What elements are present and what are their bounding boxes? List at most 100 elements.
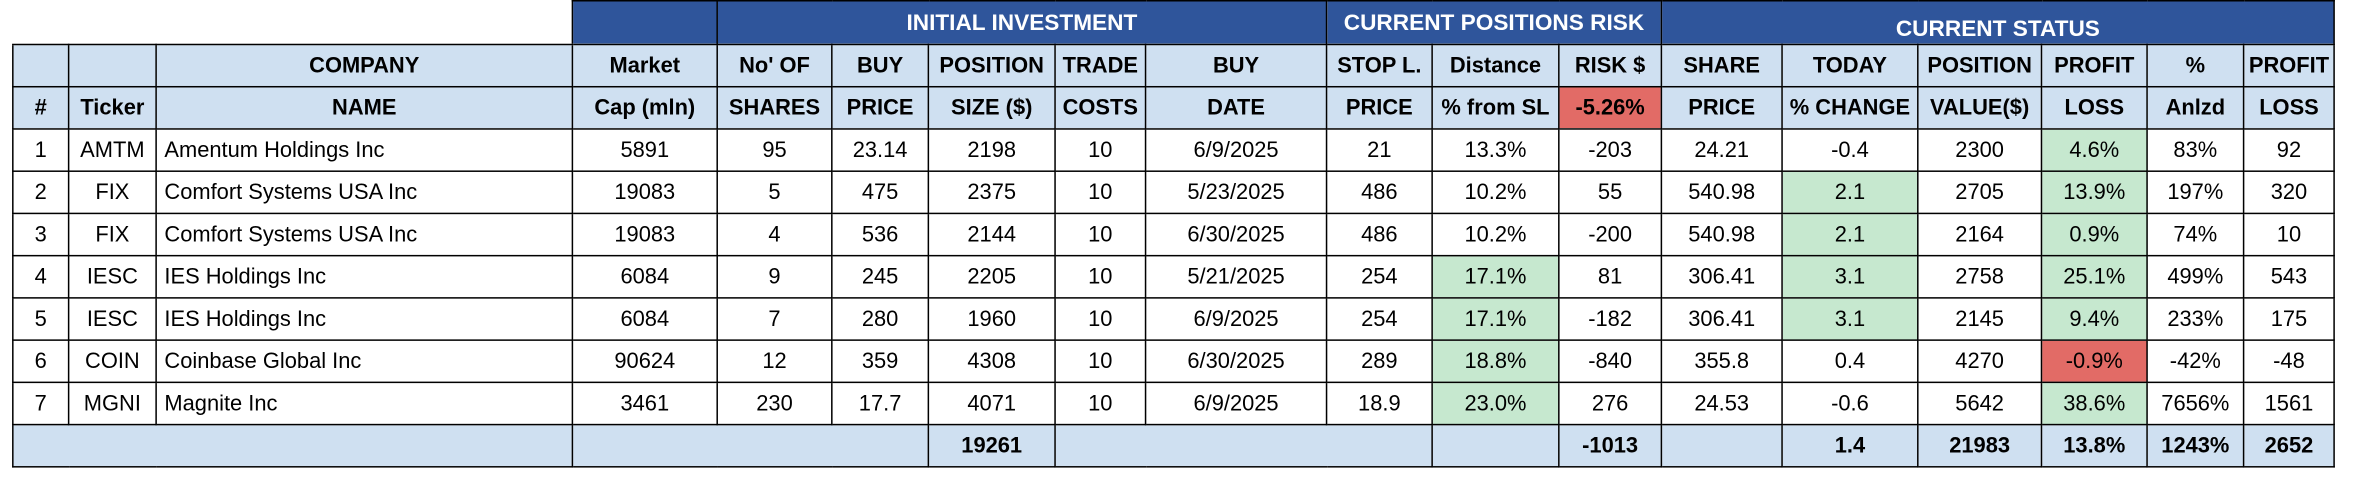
cell-ticker[interactable]: IESC	[67, 297, 157, 341]
cell-name[interactable]: Coinbase Global Inc	[155, 339, 574, 384]
cell-cap[interactable]: 3461	[571, 381, 718, 426]
cell-dist[interactable]: 17.1%	[1431, 297, 1560, 341]
cell-buy-price[interactable]: 359	[831, 339, 930, 384]
cell-stop[interactable]: 21	[1325, 128, 1433, 172]
cell-costs[interactable]: 10	[1054, 254, 1147, 299]
cell-size[interactable]: 2144	[927, 212, 1056, 257]
total-size[interactable]: 19261	[927, 423, 1056, 468]
header-position[interactable]: POSITION	[927, 43, 1056, 88]
header-share-price[interactable]: PRICE	[1660, 85, 1783, 130]
cell-num[interactable]: 5	[12, 297, 70, 341]
cell-buy-price[interactable]: 23.14	[831, 128, 930, 172]
cell-shares[interactable]: 230	[716, 381, 833, 426]
cell-ticker[interactable]: IESC	[67, 254, 157, 299]
header-loss-2[interactable]: LOSS	[2242, 85, 2336, 130]
cell-today[interactable]: 3.1	[1781, 297, 1919, 341]
cell-dist[interactable]: 10.2%	[1431, 170, 1560, 215]
group-header-initial-investment[interactable]: INITIAL INVESTMENT	[716, 0, 1328, 46]
cell-share-price[interactable]: 24.53	[1660, 381, 1783, 426]
cell-size[interactable]: 2375	[927, 170, 1056, 215]
header-buy-date-top[interactable]: BUY	[1144, 43, 1328, 88]
header-position-value-top[interactable]: POSITION	[1917, 43, 2043, 88]
cell-name[interactable]: Magnite Inc	[155, 381, 574, 426]
cell-value[interactable]: 5642	[1917, 381, 2043, 426]
cell-date[interactable]: 6/9/2025	[1144, 297, 1328, 341]
cell-size[interactable]: 2198	[927, 128, 1056, 172]
header-anlzd[interactable]: Anlzd	[2146, 85, 2245, 130]
cell-size[interactable]: 1960	[927, 297, 1056, 341]
cell-dist[interactable]: 23.0%	[1431, 381, 1560, 426]
cell-shares[interactable]: 95	[716, 128, 833, 172]
header-profit-top[interactable]: PROFIT	[2242, 43, 2336, 88]
cell-anlzd[interactable]: 74%	[2146, 212, 2245, 257]
cell-buy-price[interactable]: 475	[831, 170, 930, 215]
header-value[interactable]: VALUE($)	[1917, 85, 2043, 130]
cell-num[interactable]: 2	[12, 170, 70, 215]
cell-date[interactable]: 5/23/2025	[1144, 170, 1328, 215]
cell-stop[interactable]: 18.9	[1325, 381, 1433, 426]
header-risk[interactable]: RISK $	[1558, 43, 1663, 88]
cell-ticker[interactable]: MGNI	[67, 381, 157, 426]
cell-profit-pct[interactable]: 4.6%	[2040, 128, 2148, 172]
cell-date[interactable]: 6/30/2025	[1144, 212, 1328, 257]
cell-value[interactable]: 2705	[1917, 170, 2043, 215]
group-header-market[interactable]	[571, 0, 718, 46]
cell-num[interactable]: 4	[12, 254, 70, 299]
cell-stop[interactable]: 289	[1325, 339, 1433, 384]
cell-shares[interactable]: 7	[716, 297, 833, 341]
cell-cap[interactable]: 5891	[571, 128, 718, 172]
cell-date[interactable]: 6/9/2025	[1144, 128, 1328, 172]
total-profit-pct[interactable]: 13.8%	[2040, 423, 2148, 468]
cell-num[interactable]: 7	[12, 381, 70, 426]
cell-profit-pct[interactable]: 25.1%	[2040, 254, 2148, 299]
cell-ticker[interactable]: COIN	[67, 339, 157, 384]
cell-shares[interactable]: 5	[716, 170, 833, 215]
cell-today[interactable]: 0.4	[1781, 339, 1919, 384]
cell-buy-price[interactable]: 245	[831, 254, 930, 299]
total-risk[interactable]: -1013	[1558, 423, 1663, 468]
header-name[interactable]: NAME	[155, 85, 574, 130]
cell-risk[interactable]: -182	[1558, 297, 1663, 341]
cell-costs[interactable]: 10	[1054, 128, 1147, 172]
cell-anlzd[interactable]: 83%	[2146, 128, 2245, 172]
cell-shares[interactable]: 4	[716, 212, 833, 257]
cell-risk[interactable]: 55	[1558, 170, 1663, 215]
cell-anlzd[interactable]: 499%	[2146, 254, 2245, 299]
header-buy[interactable]: BUY	[831, 43, 930, 88]
header-loss[interactable]: LOSS	[2040, 85, 2148, 130]
group-header-current-positions-risk[interactable]: CURRENT POSITIONS RISK	[1325, 0, 1663, 46]
cell-costs[interactable]: 10	[1054, 170, 1147, 215]
header-company[interactable]: COMPANY	[155, 43, 574, 88]
cell-num[interactable]: 6	[12, 339, 70, 384]
header-distance[interactable]: Distance	[1431, 43, 1560, 88]
cell-anlzd[interactable]: 197%	[2146, 170, 2245, 215]
cell-value[interactable]: 2300	[1917, 128, 2043, 172]
cell-stop[interactable]: 486	[1325, 212, 1433, 257]
cell-share-price[interactable]: 24.21	[1660, 128, 1783, 172]
cell-share-price[interactable]: 306.41	[1660, 297, 1783, 341]
cell-ticker[interactable]: FIX	[67, 170, 157, 215]
cell-costs[interactable]: 10	[1054, 339, 1147, 384]
header-date[interactable]: DATE	[1144, 85, 1328, 130]
cell-ticker[interactable]: AMTM	[67, 128, 157, 172]
cell-name[interactable]: IES Holdings Inc	[155, 297, 574, 341]
cell-name[interactable]: IES Holdings Inc	[155, 254, 574, 299]
cell-buy-price[interactable]: 280	[831, 297, 930, 341]
cell-date[interactable]: 6/9/2025	[1144, 381, 1328, 426]
cell-shares[interactable]: 12	[716, 339, 833, 384]
cell-risk[interactable]: -200	[1558, 212, 1663, 257]
header-trade[interactable]: TRADE	[1054, 43, 1147, 88]
totals-empty-cell[interactable]	[571, 423, 930, 468]
cell-anlzd[interactable]: 7656%	[2146, 381, 2245, 426]
header-stop-price[interactable]: PRICE	[1325, 85, 1433, 130]
header-share[interactable]: SHARE	[1660, 43, 1783, 88]
header-market[interactable]: Market	[571, 43, 718, 88]
cell-size[interactable]: 4308	[927, 339, 1056, 384]
group-header-current-status[interactable]: CURRENT STATUS	[1660, 0, 2336, 46]
totals-empty-cell[interactable]	[1660, 423, 1783, 468]
cell-dist[interactable]: 18.8%	[1431, 339, 1560, 384]
cell-cap[interactable]: 19083	[571, 170, 718, 215]
total-profit[interactable]: 2652	[2242, 423, 2336, 468]
cell-num[interactable]: 3	[12, 212, 70, 257]
cell-value[interactable]: 4270	[1917, 339, 2043, 384]
